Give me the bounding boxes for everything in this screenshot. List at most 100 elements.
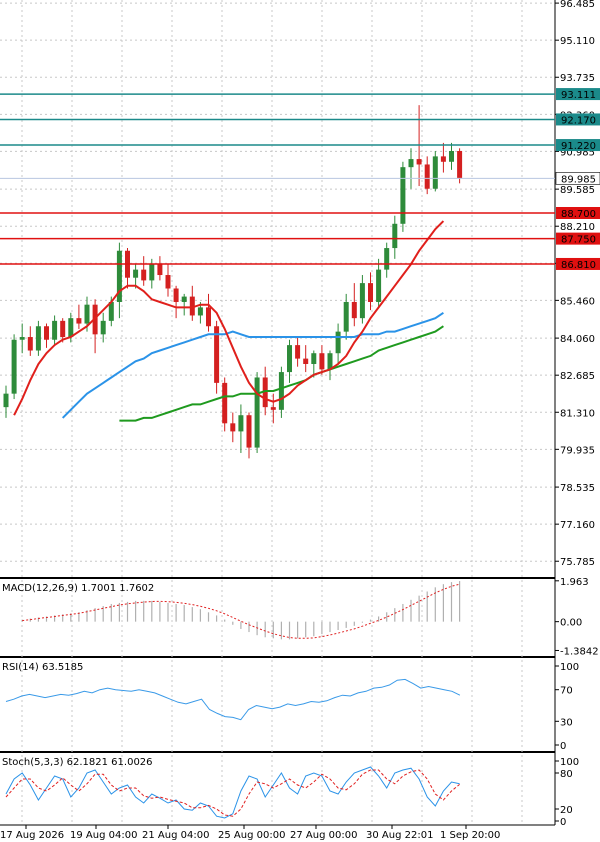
candle-body xyxy=(181,296,187,302)
candle-body xyxy=(376,269,382,302)
candle-body xyxy=(351,301,357,319)
candle[interactable] xyxy=(408,148,414,189)
candle-body xyxy=(189,296,195,316)
candle[interactable] xyxy=(35,320,41,356)
candle-body xyxy=(392,223,398,249)
candle-body xyxy=(319,353,325,370)
candle-body xyxy=(440,156,446,162)
candle-body xyxy=(116,250,122,302)
price-tick-label: 79.935 xyxy=(560,445,595,456)
rsi-panel[interactable]: RSI(14) 63.5185 xyxy=(2,662,461,721)
price-tick-label: 84.060 xyxy=(560,334,595,345)
candle[interactable] xyxy=(432,150,438,192)
candle[interactable] xyxy=(214,320,220,394)
candle-body xyxy=(368,283,373,302)
candle[interactable] xyxy=(246,412,252,459)
candle[interactable] xyxy=(351,283,357,327)
candle[interactable] xyxy=(392,215,398,259)
candle[interactable] xyxy=(11,334,17,400)
candle[interactable] xyxy=(116,242,122,319)
price-tick-label: 89.585 xyxy=(560,185,595,196)
stoch-panel[interactable]: Stoch(5,3,3) 62.1821 61.0026 xyxy=(2,757,460,819)
rsi-tick-label: 30 xyxy=(560,717,573,728)
candle[interactable] xyxy=(238,404,244,453)
macd-panel[interactable]: MACD(12,26,9) 1.7001 1.7602 xyxy=(2,581,461,640)
candle[interactable] xyxy=(343,293,349,340)
candle[interactable] xyxy=(457,148,463,184)
candle[interactable] xyxy=(181,293,187,316)
candle[interactable] xyxy=(278,366,284,418)
candle[interactable] xyxy=(327,350,333,381)
stoch-main-line xyxy=(5,766,460,819)
rsi-title: RSI(14) 63.5185 xyxy=(2,662,83,673)
candle[interactable] xyxy=(3,385,9,418)
price-tick-label: 81.310 xyxy=(560,408,595,419)
candle[interactable] xyxy=(368,272,373,311)
candle[interactable] xyxy=(295,337,301,367)
candle[interactable] xyxy=(76,304,82,329)
candle[interactable] xyxy=(311,350,317,378)
candle[interactable] xyxy=(319,345,325,375)
candle[interactable] xyxy=(335,323,341,364)
level-label: 91.220 xyxy=(561,141,596,152)
macd-tick-label: 0.00 xyxy=(560,618,582,629)
candle[interactable] xyxy=(400,161,406,232)
candle-body xyxy=(214,326,220,383)
macd-title: MACD(12,26,9) 1.7001 1.7602 xyxy=(2,583,154,594)
candle[interactable] xyxy=(384,242,390,278)
price-tick-label: 90.985 xyxy=(560,147,595,158)
price-tick-label: 96.485 xyxy=(560,0,595,10)
level-label-box xyxy=(556,139,600,152)
rsi-tick-label: 100 xyxy=(560,662,579,673)
candle[interactable] xyxy=(254,372,260,453)
candle[interactable] xyxy=(230,412,236,443)
ma-mid-line xyxy=(61,311,444,419)
time-tick-label: 25 Aug 00:00 xyxy=(218,830,285,841)
candle-body xyxy=(141,269,147,281)
level-label: 86.810 xyxy=(561,260,596,271)
candle-body xyxy=(44,326,49,340)
candle[interactable] xyxy=(222,377,228,432)
candle-body xyxy=(359,283,365,319)
candle[interactable] xyxy=(52,315,58,346)
candle-body xyxy=(35,326,41,351)
candle[interactable] xyxy=(189,285,195,321)
candle[interactable] xyxy=(173,285,179,319)
price-chart[interactable] xyxy=(0,93,555,459)
candle-body xyxy=(311,353,317,364)
candle-body xyxy=(303,358,309,364)
candle[interactable] xyxy=(303,345,309,373)
candle[interactable] xyxy=(440,142,446,173)
candle[interactable] xyxy=(359,275,365,324)
level-label: 87.750 xyxy=(561,235,596,246)
candle[interactable] xyxy=(27,326,33,356)
macd-tick-label: 1.963 xyxy=(560,577,589,588)
candle-body xyxy=(206,307,211,327)
price-tick-label: 75.785 xyxy=(560,557,595,568)
candle-body xyxy=(262,377,268,408)
candle-body xyxy=(165,275,171,289)
stoch-tick-label: 0 xyxy=(560,817,566,828)
candle[interactable] xyxy=(157,256,163,281)
rsi-line xyxy=(5,678,461,721)
candle[interactable] xyxy=(287,339,292,383)
candle[interactable] xyxy=(141,256,147,286)
candle[interactable] xyxy=(19,323,25,354)
candle[interactable] xyxy=(270,393,276,424)
candle[interactable] xyxy=(449,142,454,170)
candle[interactable] xyxy=(133,264,139,289)
candle[interactable] xyxy=(44,323,49,348)
candle[interactable] xyxy=(424,156,430,195)
candle-body xyxy=(408,159,414,168)
candle[interactable] xyxy=(376,258,382,308)
candle-body xyxy=(327,353,333,370)
candle-body xyxy=(100,320,106,335)
candle-body xyxy=(384,248,390,270)
candle[interactable] xyxy=(165,264,171,297)
candle[interactable] xyxy=(60,318,66,343)
time-tick-label: 17 Aug 2026 xyxy=(0,830,64,841)
candle[interactable] xyxy=(100,312,106,343)
candle[interactable] xyxy=(206,293,211,332)
